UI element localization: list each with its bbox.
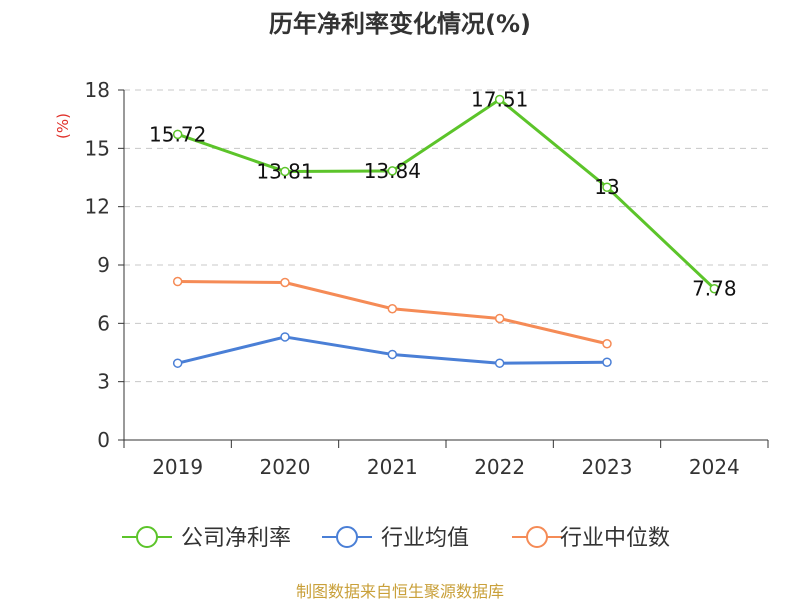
x-tick-label: 2020 xyxy=(260,455,311,479)
y-tick-label: 12 xyxy=(85,195,110,219)
y-tick-label: 18 xyxy=(85,78,110,102)
legend-swatch-marker xyxy=(526,526,548,548)
data-label: 13.84 xyxy=(364,159,421,183)
y-tick-label: 9 xyxy=(97,253,110,277)
chart-title: 历年净利率变化情况(%) xyxy=(269,10,531,38)
data-point xyxy=(280,332,290,342)
source-note: 制图数据来自恒生聚源数据库 xyxy=(295,582,504,601)
data-label: 15.72 xyxy=(149,122,206,146)
data-label: 13.81 xyxy=(256,159,313,183)
series-lines xyxy=(172,94,720,368)
data-label: 13 xyxy=(594,175,619,199)
data-point xyxy=(602,339,612,349)
data-point xyxy=(387,304,398,314)
series-line xyxy=(177,98,716,290)
data-point xyxy=(709,283,720,294)
data-point xyxy=(494,313,505,324)
data-point xyxy=(494,358,505,368)
legend: 公司净利率 行业均值 行业中位数 xyxy=(122,526,670,551)
data-point xyxy=(280,166,290,177)
x-tick-label: 2024 xyxy=(689,455,740,479)
data-label: 7.78 xyxy=(692,277,737,301)
data-point xyxy=(172,276,183,287)
y-axis-label: (%) xyxy=(54,113,72,139)
legend-swatch-marker xyxy=(136,526,158,548)
legend-swatch-marker xyxy=(336,526,358,548)
legend-label: 公司净利率 xyxy=(181,526,291,551)
data-point xyxy=(172,358,183,368)
data-point xyxy=(172,129,183,140)
y-tick-label: 3 xyxy=(97,370,110,394)
grid-lines xyxy=(124,89,768,383)
x-tick-label: 2019 xyxy=(152,455,203,479)
data-point xyxy=(387,166,398,176)
x-tick-label: 2023 xyxy=(582,455,633,479)
x-tick-label: 2022 xyxy=(474,455,525,479)
data-point xyxy=(602,357,612,367)
y-tick-label: 15 xyxy=(85,136,110,160)
data-label: 17.51 xyxy=(471,88,528,112)
axes: 0 3 6 9 12 15 18 2019 2020 2021 2022 2023 2024 xyxy=(85,78,769,479)
data-point xyxy=(280,277,290,288)
y-tick-label: 0 xyxy=(97,428,110,452)
legend-label: 行业均值 xyxy=(381,526,469,551)
legend-label: 行业中位数 xyxy=(560,526,670,551)
y-tick-label: 6 xyxy=(97,311,110,335)
data-labels: 15.72 13.81 13.84 17.51 13 7.78 xyxy=(149,88,737,301)
data-point xyxy=(494,94,505,105)
data-point xyxy=(602,182,612,192)
x-tick-label: 2021 xyxy=(367,455,418,479)
data-point xyxy=(387,349,398,360)
